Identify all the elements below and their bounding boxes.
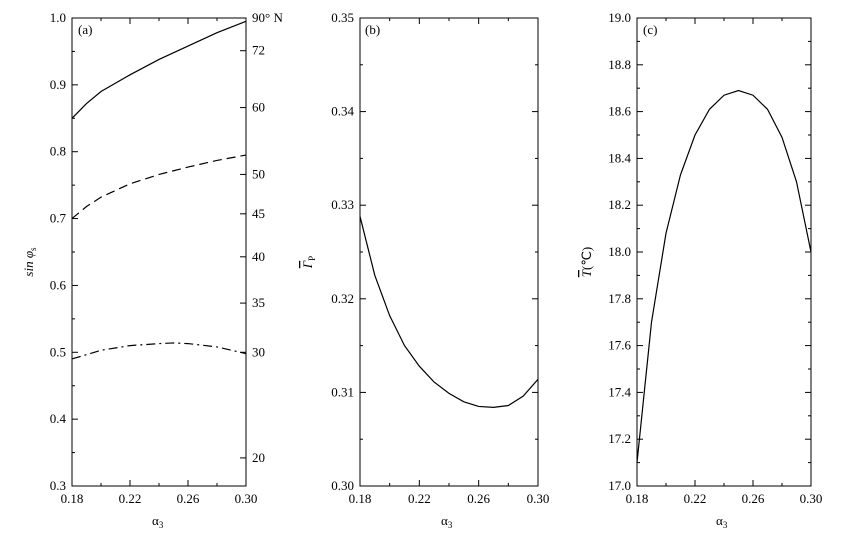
panel-c-xtick-label: 0.30 — [800, 491, 823, 506]
panel-c-ytick-label: 17.6 — [608, 338, 631, 353]
panel-a-ylabel-sub: s — [28, 247, 38, 251]
panel-b-xtick-label: 0.22 — [408, 491, 431, 506]
panel-a-right-tick-label: 60 — [252, 100, 265, 115]
panel-a-series-dashed-line — [71, 154, 247, 220]
panel-c-ylabel-unit: (℃) — [579, 247, 594, 270]
panel-a-right-tick-label: 45 — [252, 206, 265, 221]
panel-a-ytick-label: 0.7 — [50, 211, 67, 226]
panel-c-ylabel: T(℃) — [579, 247, 594, 278]
panel-b-ylabel-sub: P — [307, 256, 317, 261]
panel-a-ytick-label: 0.9 — [50, 77, 66, 92]
panel-a-series-dashdot-line — [71, 342, 247, 360]
panel-a-xtick-label: 0.26 — [177, 491, 200, 506]
panel-a-xtick-label: 0.30 — [235, 491, 258, 506]
panel-a-right-tick-label: 90° N — [252, 10, 283, 25]
chart-marks: 0.18 0.22 0.26 0.30 0.3 0.4 0.5 0.6 0.7 0.8 0.9 1.0… — [50, 10, 823, 506]
panel-c-label: (c) — [643, 22, 657, 37]
panel-b-ylabel-main: Γ — [300, 260, 315, 269]
panel-a-xlabel-sub: 3 — [159, 520, 164, 530]
panel-a-right-tick-label: 40 — [252, 249, 265, 264]
panel-c-ytick-label: 17.0 — [608, 478, 631, 493]
panel-b-series-solid-line — [359, 216, 539, 408]
panel-b-label: (b) — [365, 22, 380, 37]
panel-a-right-tick-label: 20 — [252, 450, 265, 465]
panel-a-xtick-label: 0.22 — [119, 491, 142, 506]
panel-a-ytick-label: 0.8 — [50, 144, 66, 159]
panel-b-ytick-label: 0.31 — [331, 384, 354, 399]
panel-c-ytick-label: 18.4 — [608, 150, 631, 165]
panel-b-xlabel: α3 — [441, 513, 453, 530]
panel-a-right-tick-label: 72 — [252, 43, 265, 58]
panel-c-xlabel-main: α — [716, 513, 723, 528]
panel-b-xtick-label: 0.18 — [349, 491, 372, 506]
panel-b-ytick-label: 0.34 — [331, 104, 354, 119]
panel-c-ytick-label: 18.6 — [608, 104, 631, 119]
panel-c-xlabel-sub: 3 — [723, 520, 728, 530]
panel-b-ytick-label: 0.32 — [331, 291, 354, 306]
panel-b-xlabel-main: α — [441, 513, 448, 528]
panel-a-label: (a) — [78, 22, 92, 37]
panel-c-xlabel: α3 — [716, 513, 728, 530]
panel-a-right-tick-label: 35 — [252, 295, 265, 310]
panel-a-right-tick-label: 30 — [252, 344, 265, 359]
panel-a-ylabel: sin φs — [21, 247, 38, 277]
panel-a-ytick-label: 1.0 — [50, 10, 66, 25]
panel-a-ytick-label: 0.5 — [50, 344, 66, 359]
panel-c-series-solid-line — [636, 89, 812, 463]
panel-c-xtick-label: 0.18 — [626, 491, 649, 506]
panel-c-ytick-label: 18.8 — [608, 57, 631, 72]
panel-c-ytick-label: 18.2 — [608, 197, 631, 212]
panel-a-ylabel-main: sin φ — [21, 251, 36, 277]
panel-c-ytick-label: 17.8 — [608, 291, 631, 306]
panel-c-ytick-label: 17.2 — [608, 431, 631, 446]
panel-a-xlabel: α3 — [152, 513, 164, 530]
panel-b-frame — [359, 17, 539, 487]
panel-b-ylabel: ΓP — [300, 256, 317, 269]
panel-a-series-solid-line — [71, 20, 247, 119]
panel-a-xlabel-main: α — [152, 513, 159, 528]
panel-b-xtick-label: 0.30 — [527, 491, 550, 506]
panel-a-xtick-label: 0.18 — [61, 491, 84, 506]
panel-c-xtick-label: 0.26 — [742, 491, 765, 506]
panel-b-ytick-label: 0.30 — [331, 478, 354, 493]
panel-b-xlabel-sub: 3 — [448, 520, 453, 530]
panel-a-ytick-label: 0.4 — [50, 411, 67, 426]
panel-b-xtick-label: 0.26 — [467, 491, 490, 506]
panel-a-ytick-label: 0.3 — [50, 478, 66, 493]
panel-c-ytick-label: 19.0 — [608, 10, 631, 25]
panel-a-right-tick-label: 50 — [252, 166, 265, 181]
panel-b-ytick-label: 0.33 — [331, 197, 354, 212]
panel-b-ytick-label: 0.35 — [331, 10, 354, 25]
panel-c-xtick-label: 0.22 — [684, 491, 707, 506]
panel-a-frame — [71, 17, 247, 487]
panel-c-ytick-label: 18.0 — [608, 244, 631, 259]
panel-a-ytick-label: 0.6 — [50, 277, 67, 292]
panel-c-ylabel-main: T — [579, 269, 594, 277]
panel-c-ytick-label: 17.4 — [608, 384, 631, 399]
